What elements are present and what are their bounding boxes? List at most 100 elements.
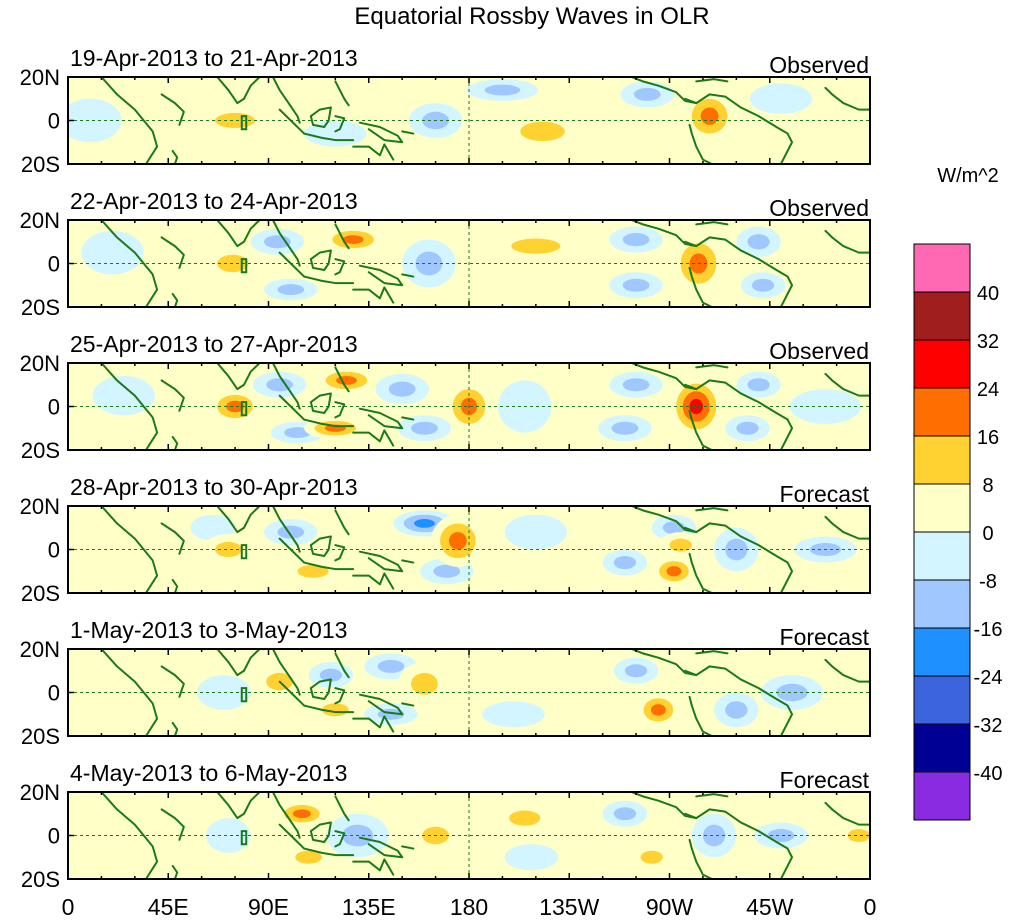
- coastline: [684, 379, 794, 450]
- olr-contour: [611, 421, 639, 435]
- coastline: [271, 649, 301, 696]
- index-region-box: [240, 544, 248, 560]
- panel-label: Observed: [769, 52, 869, 78]
- coastline: [824, 229, 870, 254]
- x-tick-label: 0: [864, 894, 877, 920]
- olr-contour: [650, 704, 666, 716]
- coastline: [303, 275, 355, 285]
- olr-contour: [747, 234, 770, 250]
- olr-contour: [433, 564, 461, 578]
- chart-title: Equatorial Rossby Waves in OLR: [354, 3, 709, 30]
- coastline: [630, 792, 698, 820]
- olr-contour: [622, 278, 650, 292]
- olr-contour: [504, 514, 568, 550]
- olr-anomaly: [397, 415, 452, 442]
- olr-anomaly: [609, 226, 663, 253]
- coastline: [216, 220, 261, 248]
- coastline: [688, 552, 713, 593]
- olr-anomaly: [497, 111, 588, 151]
- olr-anomaly: [117, 81, 198, 125]
- coastline: [334, 687, 346, 705]
- olr-contour: [277, 525, 305, 539]
- olr-contour: [284, 427, 311, 439]
- coastline: [352, 858, 395, 876]
- olr-anomaly: [609, 272, 663, 299]
- olr-anomaly: [629, 844, 674, 871]
- y-tick-label: 0: [48, 395, 60, 420]
- olr-contour: [226, 400, 244, 413]
- panel-label: Observed: [769, 338, 869, 364]
- olr-contour: [749, 83, 813, 114]
- olr-contour: [504, 844, 559, 871]
- coastline: [352, 715, 395, 733]
- olr-contour: [266, 378, 294, 392]
- coastline: [271, 363, 301, 410]
- olr-anomaly: [613, 657, 659, 684]
- olr-contour: [92, 376, 155, 416]
- coastline: [684, 93, 794, 164]
- olr-contour: [117, 81, 198, 125]
- olr-anomaly: [304, 417, 367, 440]
- y-tick-label: 20S: [21, 867, 60, 892]
- colorbar-level-label: -40: [974, 763, 1003, 785]
- olr-contour: [669, 538, 692, 552]
- x-tick-label: 45W: [746, 894, 794, 920]
- olr-contour: [277, 284, 305, 296]
- olr-contour: [215, 541, 242, 558]
- olr-anomaly: [335, 274, 389, 297]
- olr-anomaly: [749, 83, 813, 114]
- coastline: [352, 143, 395, 161]
- olr-contour: [414, 519, 435, 528]
- coastline: [401, 130, 415, 135]
- index-region-box: [240, 687, 248, 703]
- coastline: [171, 149, 179, 164]
- olr-anomaly: [760, 675, 824, 710]
- olr-anomaly: [740, 272, 786, 299]
- x-tick-label: 135E: [342, 894, 396, 920]
- y-tick-label: 20S: [21, 438, 60, 463]
- coastline: [160, 808, 185, 841]
- colorbar-level-label: 16: [977, 427, 999, 449]
- units-label: W/m^2: [937, 165, 999, 187]
- coastline: [100, 220, 159, 307]
- olr-contour: [751, 278, 775, 292]
- coastline: [695, 364, 729, 369]
- coastline: [334, 366, 350, 393]
- coastline: [684, 665, 794, 736]
- colorbar-swatch: [913, 771, 971, 821]
- y-tick-label: 20N: [20, 780, 60, 805]
- olr-contour: [776, 683, 808, 702]
- colorbar-swatch: [913, 675, 971, 725]
- x-tick-label: 0: [62, 894, 75, 920]
- olr-contour: [520, 121, 565, 142]
- coastline: [684, 236, 794, 307]
- coastline: [352, 572, 395, 590]
- x-tick-label: 135W: [539, 894, 599, 920]
- olr-contour: [297, 564, 329, 578]
- coastline: [695, 507, 729, 512]
- coastline: [695, 650, 729, 655]
- olr-anomaly: [736, 226, 781, 257]
- coastline: [100, 77, 159, 164]
- olr-contour: [680, 657, 726, 710]
- olr-anomaly: [466, 79, 539, 101]
- olr-anomaly: [281, 844, 336, 871]
- coastline: [160, 236, 185, 269]
- olr-anomaly: [504, 514, 568, 550]
- olr-anomaly: [397, 662, 452, 706]
- coastline: [695, 793, 729, 798]
- coastline: [352, 286, 395, 304]
- colorbar-level-label: 24: [977, 379, 999, 401]
- olr-anomaly: [691, 813, 737, 858]
- coastline: [334, 115, 346, 133]
- coastline: [303, 704, 355, 714]
- y-tick-label: 20N: [20, 637, 60, 662]
- colorbar-swatch: [913, 627, 971, 677]
- olr-contour: [847, 828, 870, 843]
- olr-contour: [336, 376, 357, 385]
- olr-anomaly: [68, 822, 102, 849]
- olr-contour: [411, 672, 438, 695]
- colorbar-swatch: [913, 243, 971, 293]
- y-tick-label: 20S: [21, 152, 60, 177]
- y-tick-label: 0: [48, 252, 60, 277]
